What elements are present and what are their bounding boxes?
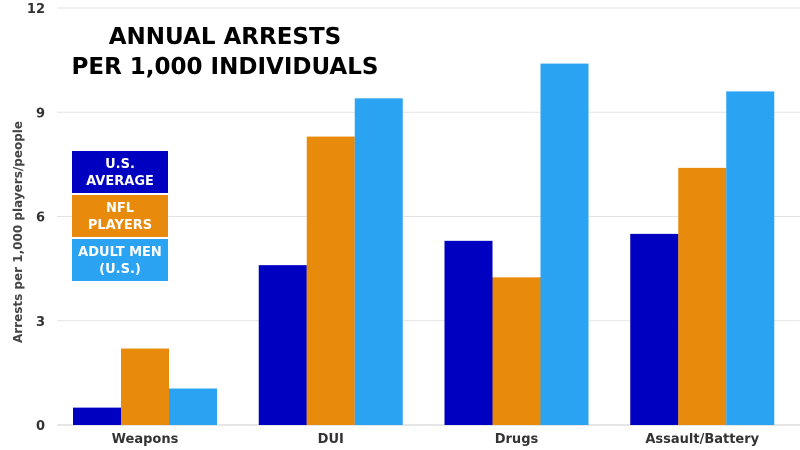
x-category-label: Weapons (112, 432, 179, 447)
legend-swatch-0 (72, 151, 168, 193)
bar-weapons-series-0 (73, 407, 121, 425)
legend-label: (U.S.) (99, 262, 141, 277)
bars-group (73, 63, 775, 426)
bar-weapons-series-2 (169, 388, 217, 425)
bar-dui-series-1 (306, 136, 355, 425)
x-category-label: Assault/Battery (645, 432, 759, 447)
bar-assault-battery-series-0 (630, 233, 679, 425)
legend-swatch-1 (72, 195, 168, 237)
y-tick-label: 6 (36, 211, 45, 226)
bar-drugs-series-2 (540, 63, 589, 425)
y-tick-labels: 0 3 6 9 12 (27, 2, 45, 434)
legend-label: AVERAGE (86, 174, 154, 189)
legend-label: U.S. (105, 157, 135, 172)
bar-drugs-series-1 (492, 277, 541, 425)
legend-label: PLAYERS (88, 218, 152, 233)
chart-title-line-2: PER 1,000 INDIVIDUALS (72, 54, 379, 80)
x-category-labels: Weapons DUI Drugs Assault/Battery (112, 432, 760, 447)
legend-label: ADULT MEN (78, 245, 162, 260)
bar-assault-battery-series-1 (678, 167, 727, 425)
x-category-label: Drugs (495, 432, 539, 447)
bar-dui-series-0 (258, 265, 307, 425)
y-axis-label: Arrests per 1,000 players/people (11, 121, 25, 343)
bar-dui-series-2 (354, 98, 403, 425)
bar-drugs-series-0 (444, 240, 493, 425)
legend: U.S. AVERAGE NFL PLAYERS ADULT MEN (U.S.) (72, 151, 168, 281)
legend-swatch-2 (72, 239, 168, 281)
y-tick-label: 3 (36, 315, 45, 330)
y-tick-label: 0 (36, 419, 45, 434)
y-tick-label: 9 (36, 106, 45, 121)
chart-title-line-1: ANNUAL ARRESTS (109, 24, 341, 50)
x-category-label: DUI (318, 432, 344, 447)
bar-weapons-series-1 (121, 348, 169, 425)
bar-assault-battery-series-2 (726, 91, 775, 426)
legend-label: NFL (106, 201, 134, 216)
y-tick-label: 12 (27, 2, 45, 17)
